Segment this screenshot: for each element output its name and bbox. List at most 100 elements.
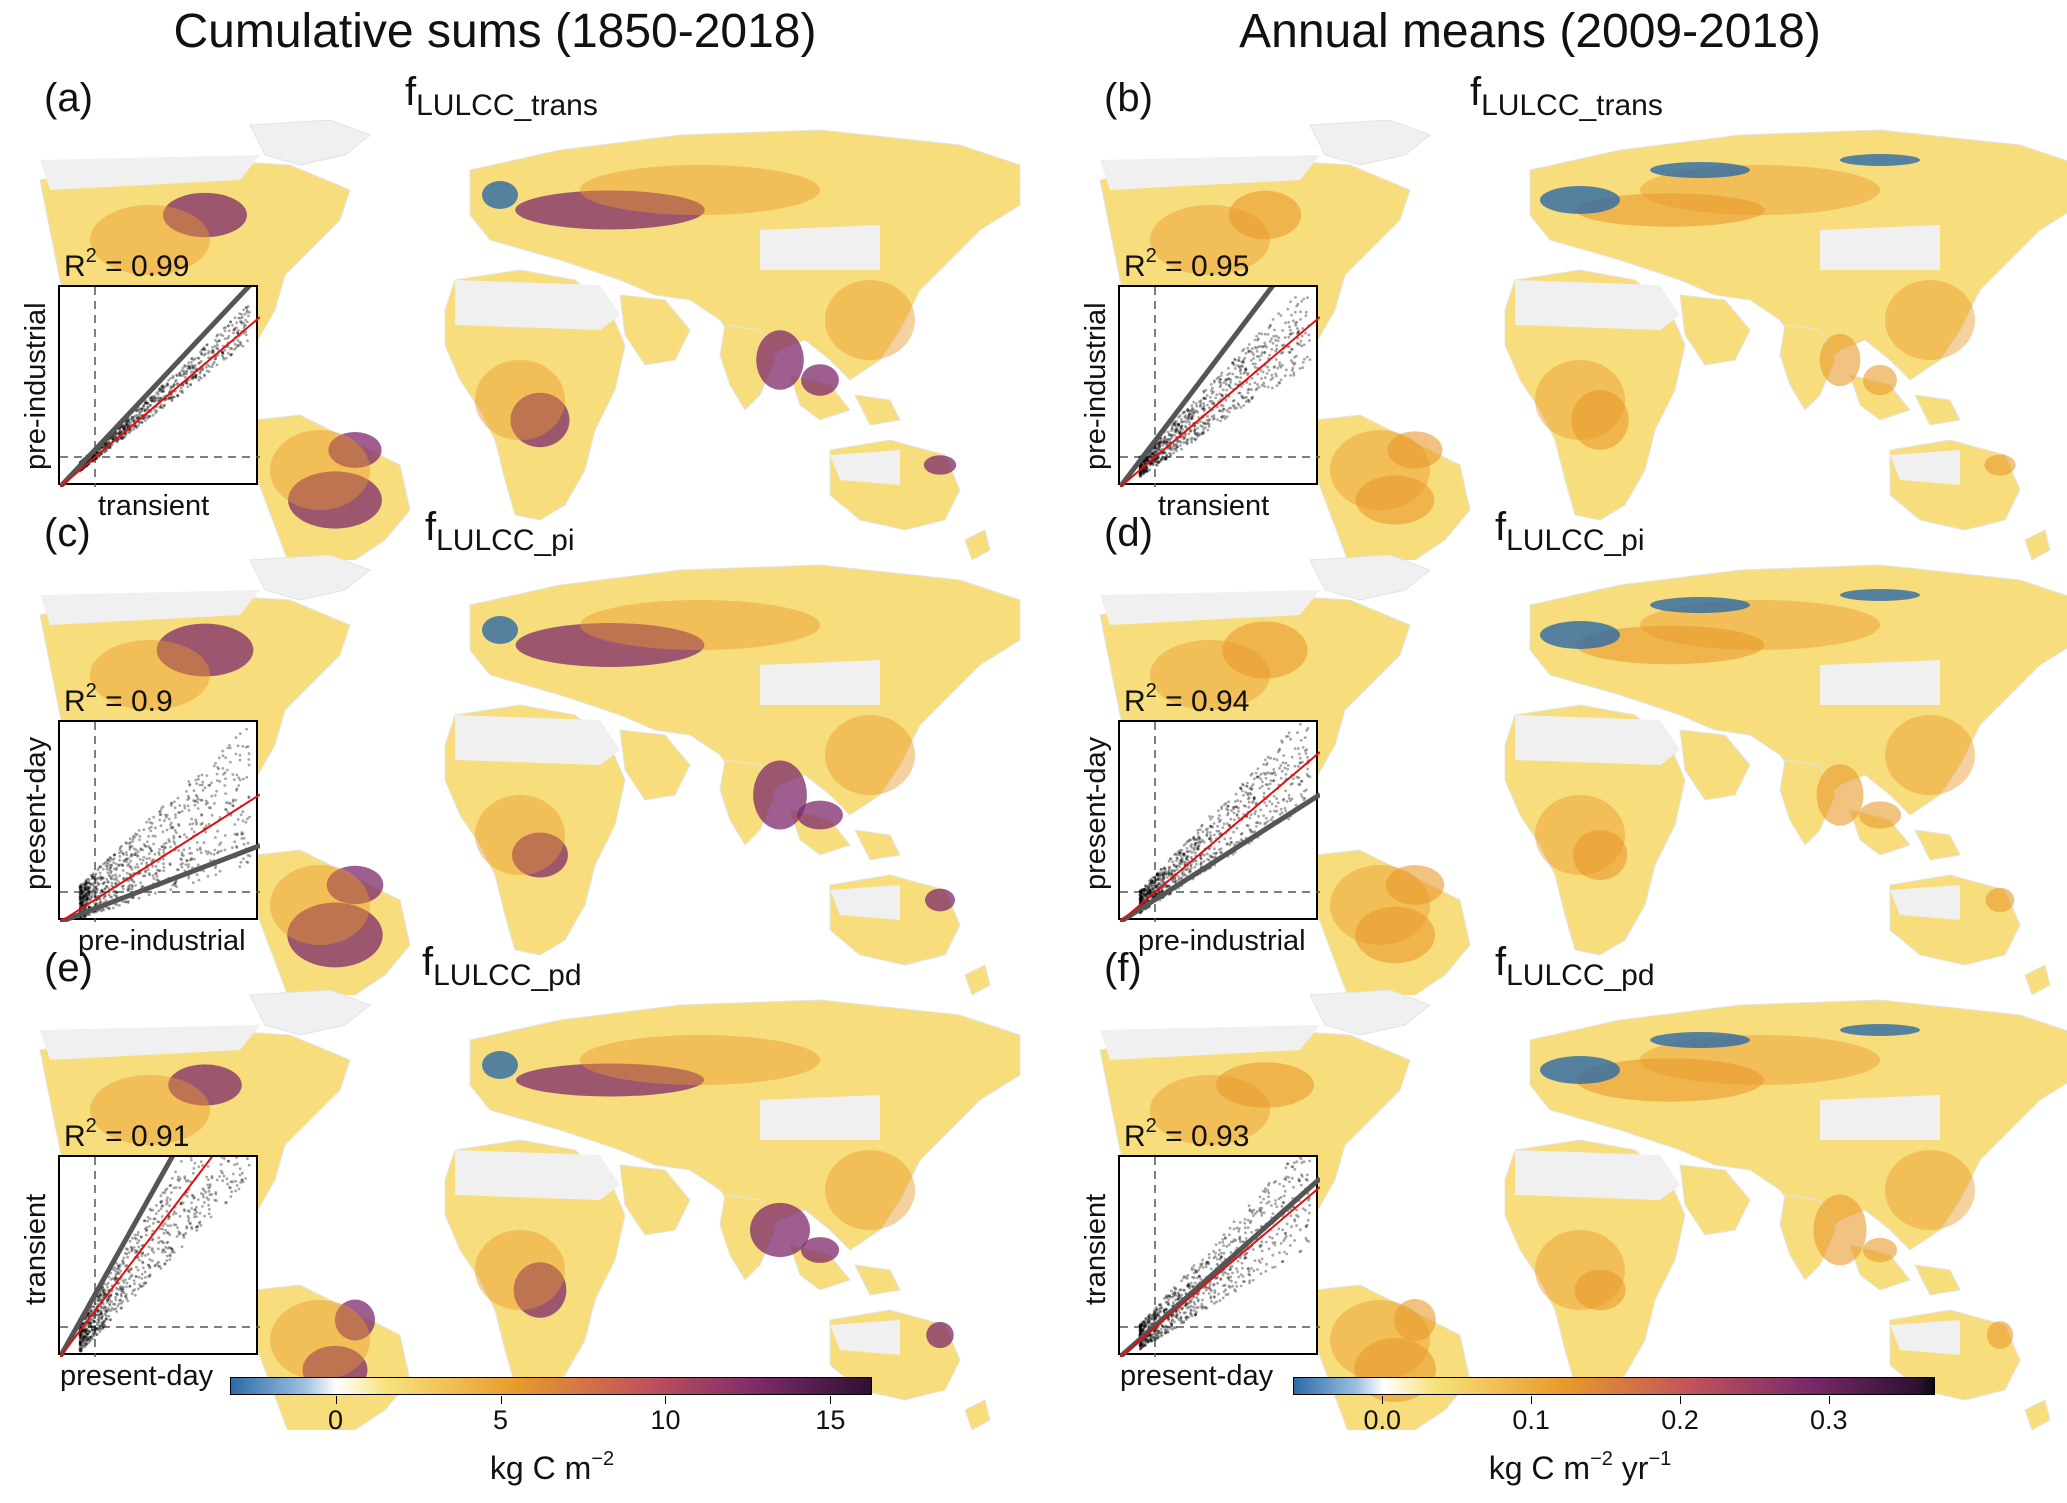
map-mid-region xyxy=(580,165,820,215)
scatter-point xyxy=(156,1220,160,1223)
scatter-point xyxy=(81,901,84,905)
scatter-point xyxy=(98,1324,101,1328)
scatter-point xyxy=(1167,866,1171,870)
scatter-point xyxy=(221,754,225,758)
scatter-point xyxy=(98,449,101,452)
scatter-point xyxy=(1174,428,1178,432)
scatter-point xyxy=(1138,472,1142,475)
scatter-point xyxy=(78,1342,82,1346)
scatter-point xyxy=(1139,470,1143,474)
scatter-point xyxy=(1143,1320,1146,1324)
scatter-point xyxy=(93,873,97,877)
scatter-point xyxy=(1214,1243,1218,1246)
scatter-point xyxy=(79,901,83,905)
scatter-point xyxy=(1211,825,1215,829)
map-hotspot xyxy=(1575,193,1765,227)
scatter-point xyxy=(1174,1298,1177,1302)
scatter-point xyxy=(1194,437,1198,441)
scatter-point xyxy=(1239,787,1243,790)
scatter-point xyxy=(1288,325,1291,329)
scatter-point xyxy=(1258,1244,1262,1248)
scatter-point xyxy=(240,313,244,316)
scatter-point xyxy=(1254,771,1258,775)
scatter-point xyxy=(1141,469,1145,472)
scatter-point xyxy=(240,1178,244,1182)
scatter-point xyxy=(1166,441,1170,445)
scatter-point xyxy=(235,788,238,792)
scatter-point xyxy=(1276,366,1280,370)
scatter-point xyxy=(1184,1303,1188,1307)
scatter-point xyxy=(1251,395,1254,399)
scatter-point xyxy=(136,416,140,420)
scatter-point xyxy=(1286,307,1290,311)
scatter-point xyxy=(1158,445,1162,449)
scatter-point xyxy=(214,357,218,361)
scatter-point xyxy=(157,869,161,873)
scatter-point xyxy=(236,744,240,748)
scatter-point xyxy=(1189,429,1192,433)
scatter-point xyxy=(1302,798,1306,802)
scatter-point xyxy=(78,1340,82,1344)
scatter-point xyxy=(1246,388,1250,391)
scatter-point xyxy=(1204,388,1208,392)
scatter-point xyxy=(1299,779,1303,783)
scatter-point xyxy=(1212,822,1216,825)
scatter-point xyxy=(171,385,174,389)
scatter-point xyxy=(190,1227,194,1231)
scatter-point xyxy=(1187,1284,1191,1288)
scatter-point xyxy=(1254,362,1257,366)
scatter-point xyxy=(1149,454,1152,458)
scatter-point xyxy=(1139,895,1143,899)
scatter-point xyxy=(153,852,157,856)
scatter-point xyxy=(1171,880,1175,883)
scatter-point xyxy=(128,431,131,435)
scatter-point xyxy=(1176,423,1180,426)
scatter-point xyxy=(138,420,141,424)
scatter-point xyxy=(1287,793,1291,797)
scatter-point xyxy=(1147,888,1150,892)
scatter-point xyxy=(86,885,90,888)
scatter-point xyxy=(178,1177,182,1180)
scatter-point xyxy=(1155,873,1159,877)
scatter-point xyxy=(128,848,132,851)
scatter-point xyxy=(125,422,129,426)
scatter-point xyxy=(142,855,146,859)
scatter-point xyxy=(81,1344,85,1348)
scatter-point xyxy=(201,1164,204,1167)
scatter-point xyxy=(1296,731,1299,734)
scatter-point xyxy=(233,1163,237,1167)
scatter-point xyxy=(1160,441,1163,445)
scatter-point xyxy=(132,880,136,884)
scatter-point xyxy=(242,842,246,846)
scatter-point xyxy=(1186,418,1190,422)
scatter-point xyxy=(1238,365,1241,368)
scatter-point xyxy=(102,1291,106,1295)
scatter-point xyxy=(1251,362,1255,366)
scatter-point xyxy=(1141,1345,1145,1349)
scatter-point xyxy=(141,874,145,878)
scatter-point xyxy=(1196,1299,1200,1303)
scatter-point xyxy=(162,403,166,407)
scatter-point xyxy=(224,1201,227,1205)
scatter-point xyxy=(202,841,206,845)
scatter-point xyxy=(125,1264,129,1267)
scatter-point xyxy=(1156,1331,1160,1335)
scatter-point xyxy=(1213,847,1216,851)
scatter-point xyxy=(84,897,88,900)
scatter-point xyxy=(1171,1301,1175,1305)
scatter-point xyxy=(114,432,118,436)
scatter-point xyxy=(161,1250,164,1254)
scatter-point xyxy=(1153,450,1157,454)
scatter-point xyxy=(1301,361,1305,364)
scatter-point xyxy=(1281,351,1285,354)
scatter-point xyxy=(78,896,82,900)
scatter-point xyxy=(102,881,106,885)
map-hotspot xyxy=(163,192,247,238)
map-land-greenland xyxy=(1309,120,1431,166)
scatter-point xyxy=(187,796,191,800)
scatter-point xyxy=(245,860,249,864)
scatter-point xyxy=(192,1196,196,1200)
scatter-point xyxy=(1257,355,1261,358)
scatter-point xyxy=(166,1246,170,1250)
scatter-point xyxy=(103,880,107,884)
